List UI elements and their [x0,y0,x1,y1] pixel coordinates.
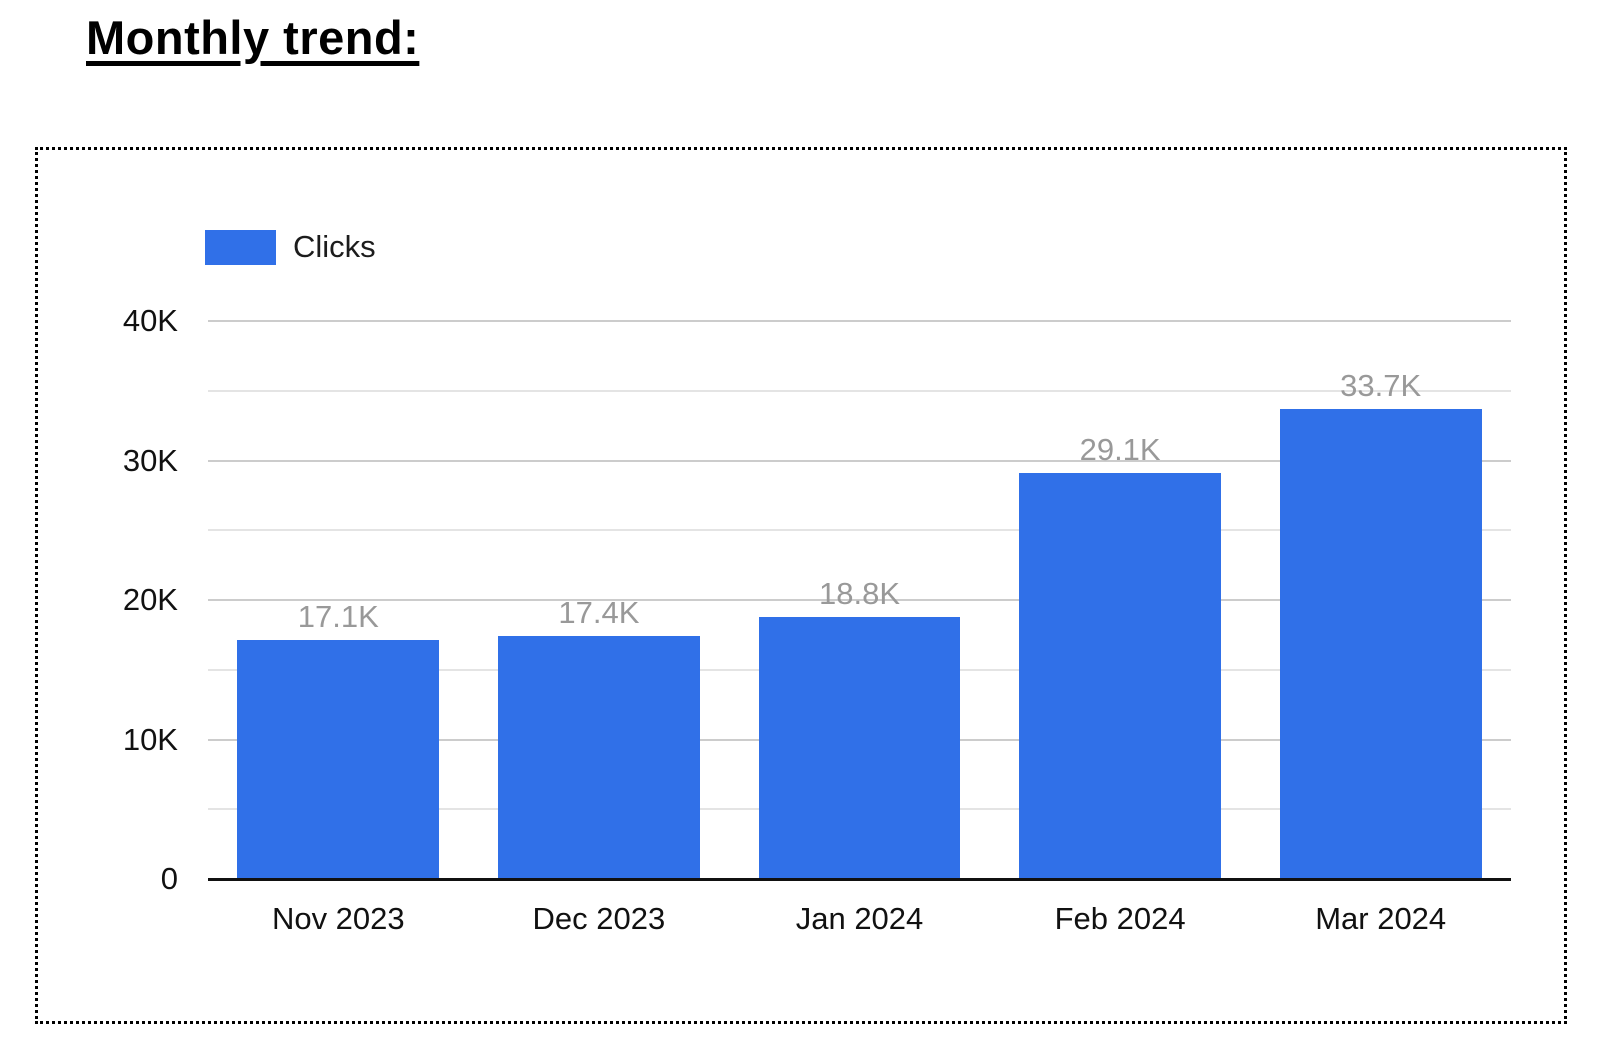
clicks-bar-chart-plot-area: 0 10K 20K 30K 40K 17.1K Nov 2023 17.4K Dec 2023 1… [123,303,1511,936]
chart-card: Clicks 0 10K 20K 30K 40K 17.1K Nov 2023 17.4K De… [35,147,1567,1024]
chart-bar-nov-2023 [237,640,440,879]
chart-legend: Clicks [205,229,376,265]
chart-bar-jan-2024 [758,616,961,879]
chart-bar-feb-2024 [1019,473,1222,879]
bar-value-label: 17.1K [297,599,379,635]
x-axis-line [208,878,1511,881]
y-gridline-major [208,320,1511,322]
page-title: Monthly trend: [86,11,420,64]
legend-label-clicks: Clicks [293,229,376,264]
y-gridline-minor [208,529,1511,532]
bar-value-label: 17.4K [558,595,640,631]
y-gridline-major [208,459,1511,462]
y-axis-tick-label: 20K [122,582,178,617]
y-gridline-minor [208,389,1511,392]
x-axis-tick-label: Mar 2024 [1315,901,1447,936]
legend-swatch-clicks [205,229,276,265]
bar-value-label: 33.7K [1340,367,1422,403]
chart-bar-dec-2023 [497,636,700,879]
y-axis-tick-label: 40K [122,303,178,338]
bar-value-label: 29.1K [1079,432,1161,468]
x-axis-tick-label: Jan 2024 [795,901,924,936]
x-axis-tick-label: Nov 2023 [271,901,405,936]
x-axis-tick-label: Feb 2024 [1054,901,1186,936]
chart-bar-mar-2024 [1279,408,1482,879]
y-axis-tick-label: 0 [160,861,178,896]
x-axis-tick-label: Dec 2023 [532,901,666,936]
y-axis-tick-label: 10K [122,721,178,757]
bar-value-label: 18.8K [818,575,901,611]
y-gridline-major [208,599,1511,601]
y-axis-tick-label: 30K [122,442,178,478]
